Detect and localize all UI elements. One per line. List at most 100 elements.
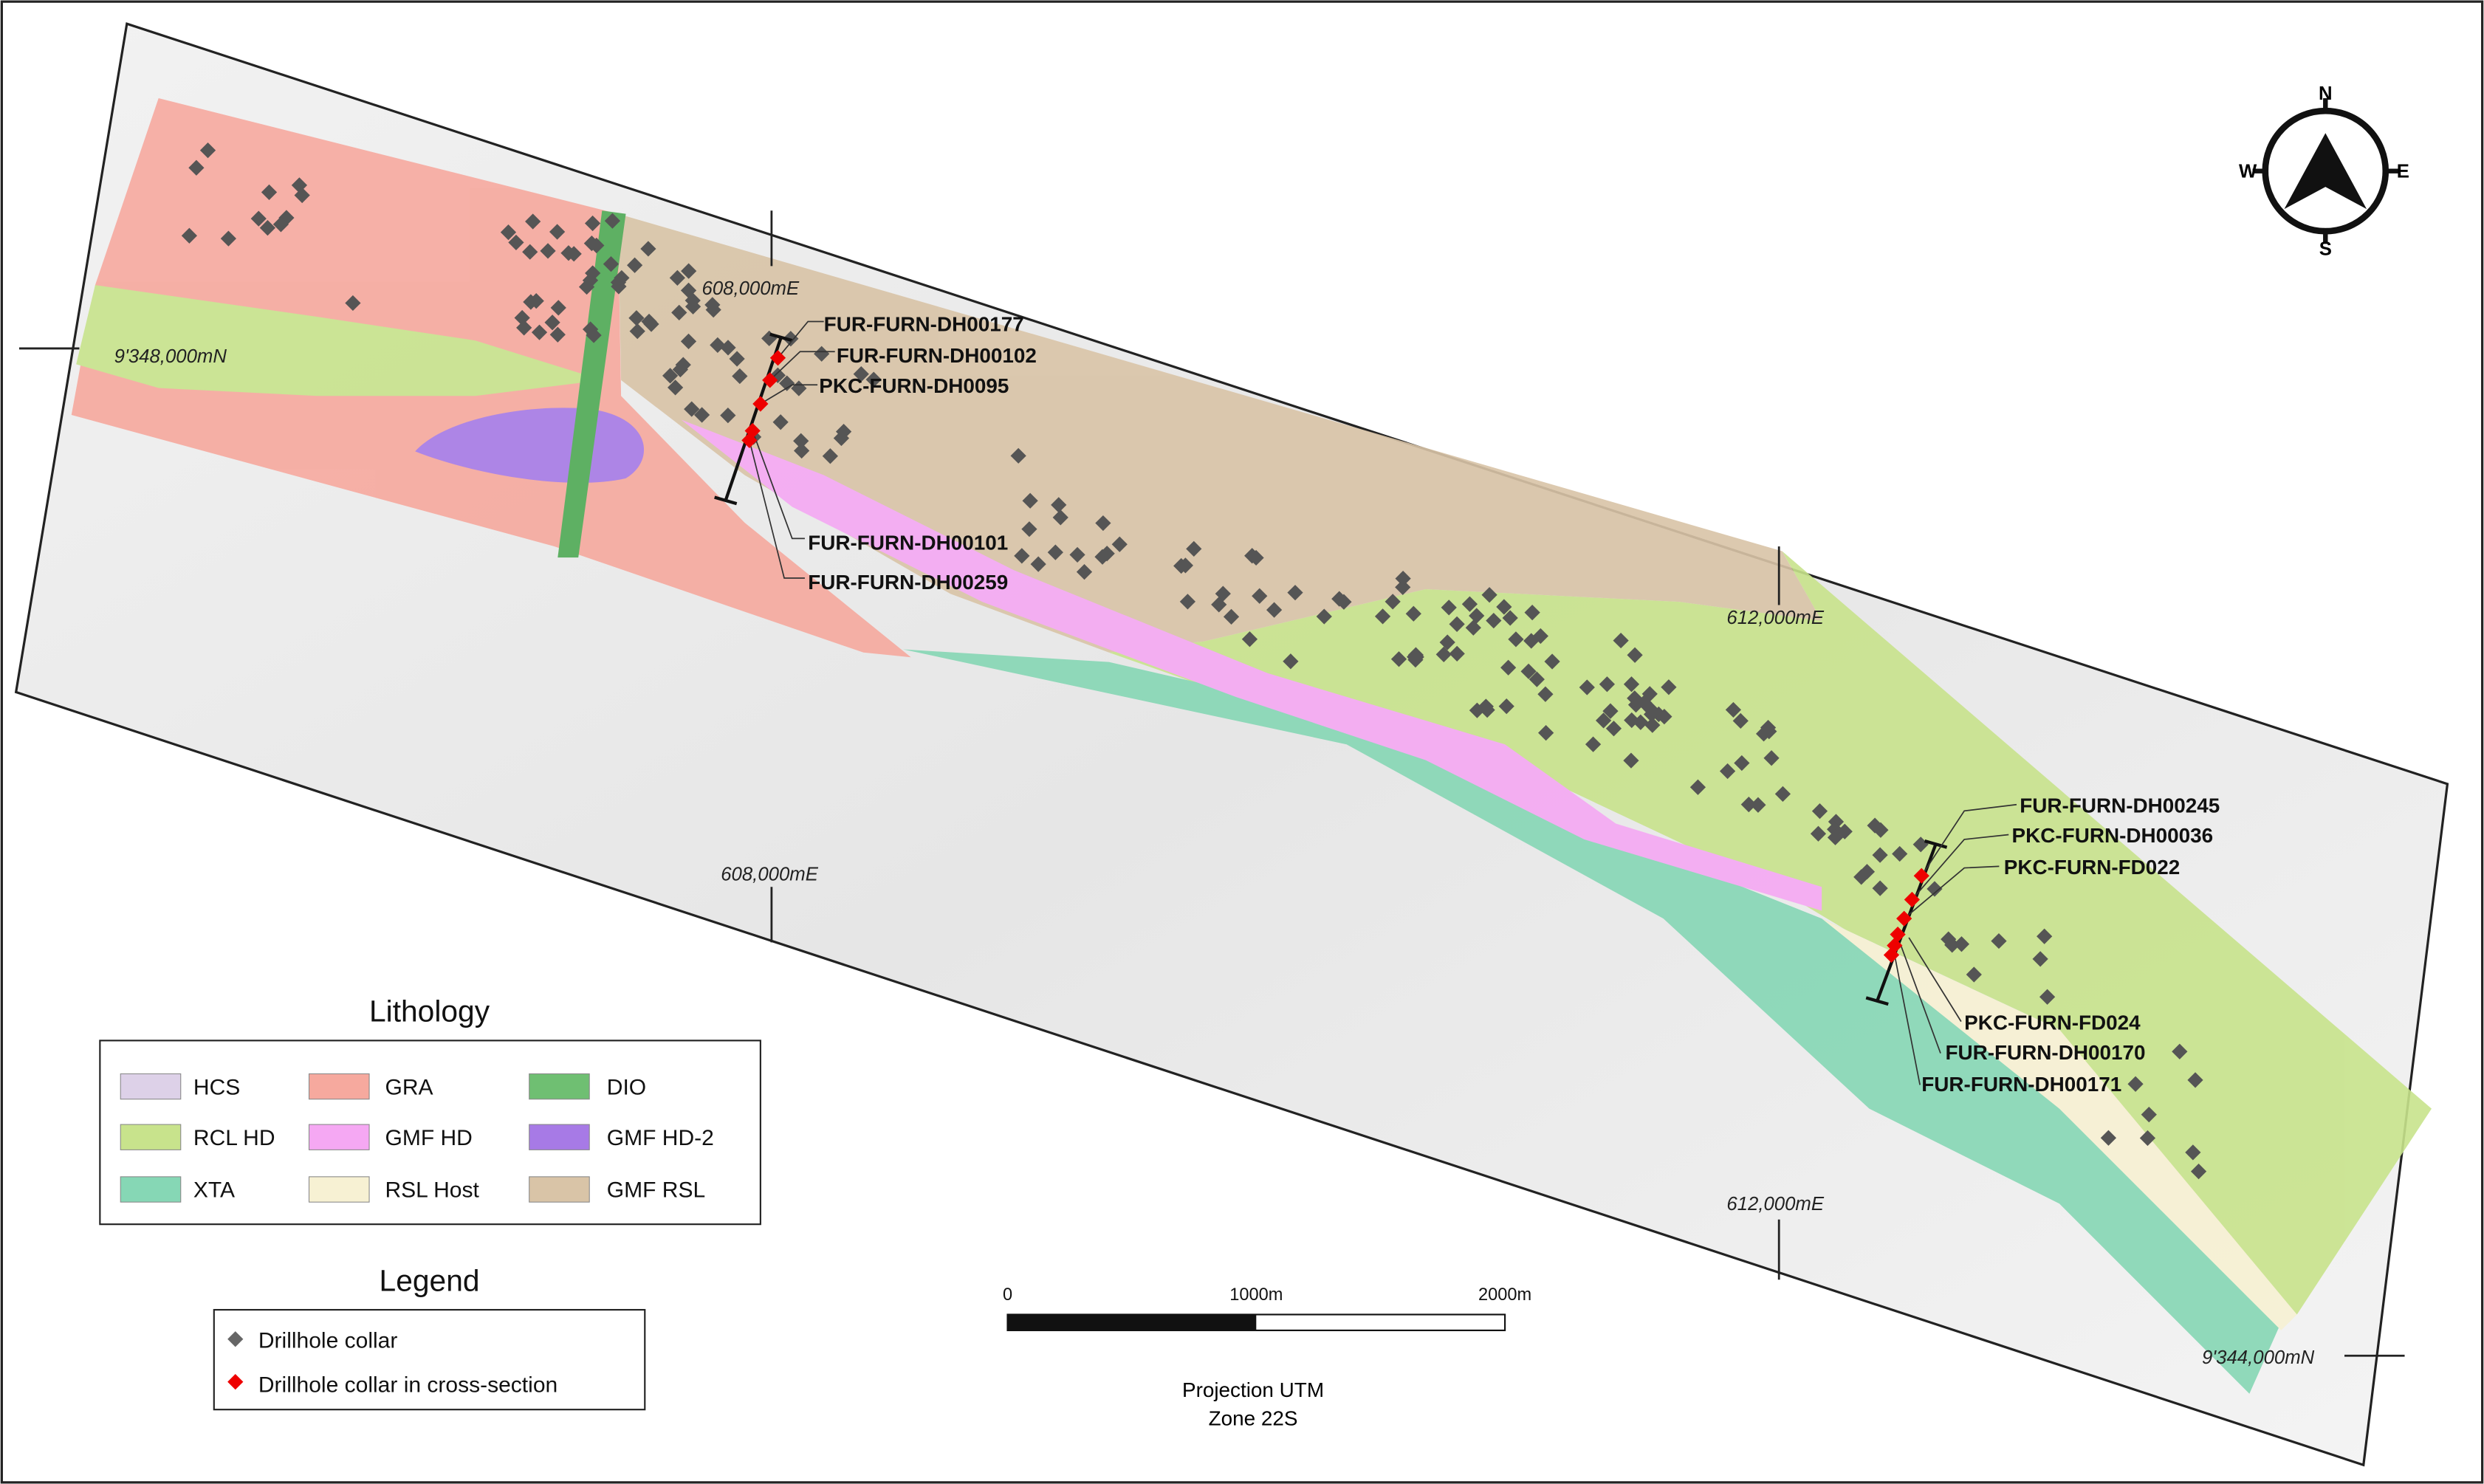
collar (1656, 708, 1672, 725)
collar (669, 269, 685, 286)
drillhole-label: FUR-FURN-DH00259 (808, 571, 1008, 594)
drillhole-label: FUR-FURN-DH00177 (824, 312, 1024, 335)
collar (1725, 701, 1742, 718)
collar (2172, 1043, 2188, 1059)
collar (640, 241, 656, 257)
collar (272, 216, 289, 233)
collar (1750, 797, 1766, 813)
collar (1890, 927, 1906, 943)
projection: Zone 22S (1209, 1407, 1298, 1430)
collar (1465, 619, 1481, 636)
collar (1047, 544, 1063, 560)
legend-box (213, 1308, 646, 1411)
collar (549, 224, 566, 240)
geology (71, 97, 2432, 1394)
collar (1498, 698, 1514, 715)
collar (1599, 676, 1616, 693)
lithology-label: GRA (385, 1075, 433, 1099)
collar (1223, 608, 1240, 625)
drillhole-label: PKC-FURN-FD022 (2004, 856, 2181, 879)
scale-label: 1000m (1229, 1285, 1283, 1304)
collar (1904, 891, 1921, 908)
lithology-swatch (308, 1176, 370, 1203)
collar (1867, 817, 1883, 834)
scale-label: 2000m (1478, 1285, 1531, 1304)
compass-n: N (2319, 83, 2333, 104)
collar (1469, 608, 1485, 624)
collar (199, 142, 216, 159)
collar (1613, 632, 1629, 649)
collar (1661, 679, 1677, 695)
collar (1241, 631, 1258, 647)
collar (2185, 1144, 2201, 1161)
collar (1774, 786, 1791, 803)
compass-s: S (2319, 238, 2332, 259)
collar (181, 227, 198, 244)
collar (1449, 645, 1465, 662)
collar (629, 323, 645, 340)
collar (586, 327, 602, 343)
collar (2141, 1107, 2157, 1123)
collar (2190, 1164, 2207, 1180)
lithology-swatch (308, 1073, 370, 1100)
collar (1892, 845, 1908, 862)
collar (2187, 1072, 2203, 1088)
lithology-swatch (120, 1073, 182, 1100)
drillhole-label: FUR-FURN-DH00101 (808, 531, 1008, 554)
lithology-box (99, 1040, 761, 1226)
legend-item: Drillhole collar in cross-section (258, 1373, 557, 1398)
collar (1689, 779, 1706, 795)
collar (710, 337, 726, 353)
lithology-swatch (529, 1073, 590, 1100)
collar (1627, 647, 1643, 663)
grid-label: 9'348,000mN (114, 346, 227, 367)
lithology-label: RSL Host (385, 1178, 479, 1203)
legend-item: Drillhole collar (258, 1329, 398, 1353)
section-collars (741, 350, 1929, 963)
lithology-label: DIO (607, 1075, 646, 1099)
collar (1461, 596, 1478, 612)
collar (1336, 594, 1352, 610)
collar (1266, 602, 1283, 618)
collar (680, 333, 697, 350)
projection: Projection UTM (1182, 1378, 1324, 1401)
lithology-label: XTA (193, 1178, 235, 1203)
lithology-swatch (308, 1124, 370, 1150)
collar (500, 224, 517, 241)
collar (1395, 571, 1411, 587)
collar (1827, 829, 1844, 845)
section-lines (714, 332, 1948, 1006)
grid-label: 9'344,000mN (2202, 1347, 2315, 1368)
grid-label: 608,000mE (702, 278, 800, 299)
collar (589, 237, 605, 254)
drillhole-label: FUR-FURN-DH00102 (837, 344, 1037, 367)
collar (1810, 825, 1827, 842)
collar (188, 159, 205, 176)
collar (1953, 936, 1970, 952)
collar (794, 442, 810, 459)
collar (516, 320, 532, 336)
leaders (749, 320, 2017, 1085)
scale-label: 0 (1003, 1285, 1012, 1304)
collar (1991, 932, 2007, 949)
collar (2100, 1130, 2117, 1146)
lithology-title: Lithology (369, 995, 490, 1028)
grid-label: 612,000mE (1726, 608, 1824, 628)
drillhole-labels: FUR-FURN-DH00177 FUR-FURN-DH00102 PKC-FU… (808, 312, 2220, 1096)
collar (1912, 837, 1929, 853)
lithology-label: GMF HD (385, 1126, 472, 1150)
collar (1641, 686, 1658, 702)
collar (1883, 947, 1900, 963)
collar (1069, 546, 1085, 563)
gmf-hd (681, 419, 1822, 911)
grid-label: 608,000mE (721, 865, 818, 885)
collar (1811, 803, 1828, 820)
scale-bar: 0 1000m 2000m (1003, 1285, 1531, 1331)
collar (693, 407, 710, 423)
collar (1602, 703, 1619, 719)
collar (514, 309, 530, 326)
lithology-items: HCS GRA DIO RCL HD GMF HD GMF HD-2 XTA RSL Host… (120, 1073, 714, 1203)
collar (720, 407, 736, 424)
lithology-label: GMF RSL (607, 1178, 705, 1203)
drillhole-label: PKC-FURN-DH00036 (2012, 824, 2214, 847)
